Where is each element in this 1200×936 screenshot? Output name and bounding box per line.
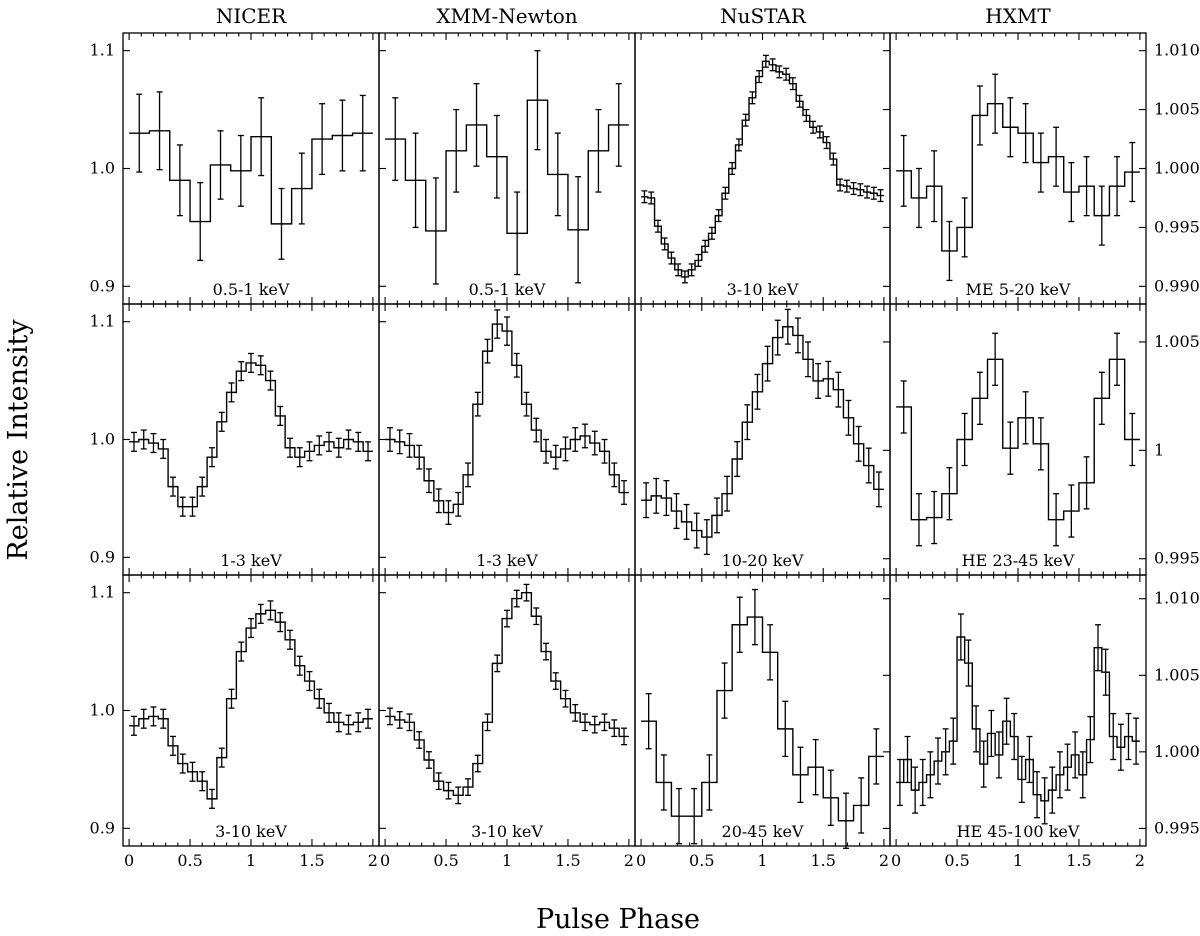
panel-hxmt-me-5-20-kev: ME 5-20 keV: [889, 32, 1147, 305]
x-tick-label: 1: [502, 851, 512, 870]
x-tick-label: 0.5: [433, 851, 458, 870]
panel-hxmt-he-45-100-kev-frame: [889, 574, 1147, 847]
panel-nustar-20-45-kev-profile-line: [641, 616, 884, 822]
panel-xmm-newton-1-3-kev-band-label: 1-3 keV: [476, 551, 538, 570]
right-y-tick-label: 1.010: [1154, 589, 1200, 608]
panel-xmm-newton-1-3-kev: 1-3 keV: [378, 303, 636, 576]
left-y-tick-label: 1.0: [90, 430, 115, 449]
right-y-tick-label: 1.000: [1154, 742, 1200, 761]
right-y-tick-label: 0.995: [1154, 549, 1200, 568]
right-y-tick-label: 0.990: [1154, 276, 1200, 295]
x-tick-label: 2: [1135, 851, 1145, 870]
panel-nicer-3-10-kev-band-label: 3-10 keV: [215, 822, 287, 841]
panel-nicer-0p5-1-kev-band-label: 0.5-1 keV: [213, 280, 290, 299]
panel-nicer-1-3-kev: 1-3 keV: [122, 303, 380, 576]
panel-nicer-3-10-kev: 3-10 keV: [122, 574, 380, 847]
panel-grid: 0.5-1 keV 0.5-1 keV 3-10 keV ME 5-20 keV 1-3…: [90, 32, 1200, 870]
x-tick-label: 1: [1013, 851, 1023, 870]
left-y-tick-label: 0.9: [90, 547, 115, 566]
x-axis-label: Pulse Phase: [536, 904, 700, 935]
panel-nustar-10-20-kev: 10-20 keV: [634, 303, 891, 576]
right-y-tick-label: 1.005: [1154, 332, 1200, 351]
panel-nustar-3-10-kev-profile-line: [641, 60, 884, 278]
panel-xmm-newton-1-3-kev-profile-line: [385, 323, 629, 514]
panel-xmm-newton-0p5-1-kev: 0.5-1 keV: [378, 32, 636, 305]
panel-hxmt-he-23-45-kev-band-label: HE 23-45 keV: [962, 551, 1075, 570]
x-tick-label: 1.5: [299, 851, 324, 870]
panel-hxmt-me-5-20-kev-frame: [889, 32, 1147, 305]
panel-hxmt-me-5-20-kev-profile-line: [896, 103, 1140, 252]
right-y-tick-label: 1: [1154, 440, 1164, 459]
x-tick-label: 1.5: [810, 851, 835, 870]
left-y-tick-label: 1.0: [90, 159, 115, 178]
x-tick-label: 0.5: [177, 851, 202, 870]
x-tick-label: 2: [368, 851, 378, 870]
x-tick-label: 2: [624, 851, 634, 870]
column-title-hxmt: HXMT: [985, 4, 1051, 28]
panel-xmm-newton-0p5-1-kev-profile-line: [385, 99, 629, 234]
panel-nustar-20-45-kev-frame: [634, 574, 891, 847]
left-y-tick-label: 0.9: [90, 276, 115, 295]
panel-nustar-10-20-kev-profile-line: [641, 326, 884, 538]
x-tick-label: 0.5: [944, 851, 969, 870]
x-tick-label: 2: [879, 851, 889, 870]
panel-hxmt-he-45-100-kev-band-label: HE 45-100 keV: [957, 822, 1080, 841]
column-title-xmm-newton: XMM-Newton: [436, 4, 577, 28]
panel-nustar-20-45-kev: 20-45 keV: [634, 574, 891, 849]
left-y-tick-label: 0.9: [90, 818, 115, 837]
panel-nicer-1-3-kev-band-label: 1-3 keV: [220, 551, 282, 570]
x-tick-label: 0: [891, 851, 901, 870]
panel-hxmt-he-45-100-kev: HE 45-100 keV: [889, 574, 1147, 847]
x-tick-label: 1.5: [1066, 851, 1091, 870]
panel-xmm-newton-3-10-kev: 3-10 keV: [378, 574, 636, 847]
x-tick-label: 0: [380, 851, 390, 870]
panel-nicer-3-10-kev-frame: [122, 574, 380, 847]
panel-hxmt-me-5-20-kev-band-label: ME 5-20 keV: [966, 280, 1071, 299]
right-y-tick-label: 0.995: [1154, 818, 1200, 837]
x-tick-label: 0: [636, 851, 646, 870]
panel-hxmt-he-23-45-kev: HE 23-45 keV: [889, 303, 1147, 576]
panel-nustar-3-10-kev: 3-10 keV: [634, 32, 891, 305]
panel-xmm-newton-3-10-kev-band-label: 3-10 keV: [471, 822, 543, 841]
panel-nustar-3-10-kev-band-label: 3-10 keV: [727, 280, 799, 299]
left-y-tick-label: 1.0: [90, 701, 115, 720]
x-tick-label: 0.5: [689, 851, 714, 870]
right-y-tick-label: 0.995: [1154, 217, 1200, 236]
panel-nicer-3-10-kev-profile-line: [129, 609, 373, 800]
x-tick-label: 1.5: [555, 851, 580, 870]
left-y-tick-label: 1.1: [90, 583, 115, 602]
left-y-tick-label: 1.1: [90, 41, 115, 60]
column-title-nustar: NuSTAR: [720, 4, 807, 28]
panel-nustar-10-20-kev-band-label: 10-20 keV: [722, 551, 804, 570]
panel-nustar-20-45-kev-band-label: 20-45 keV: [722, 822, 804, 841]
left-y-tick-label: 1.1: [90, 312, 115, 331]
right-y-tick-label: 1.010: [1154, 41, 1200, 60]
x-tick-label: 1: [246, 851, 256, 870]
panel-nicer-0p5-1-kev-profile-line: [129, 130, 373, 225]
panel-nicer-1-3-kev-profile-line: [129, 362, 373, 508]
panel-hxmt-he-45-100-kev-profile-line: [896, 636, 1140, 802]
panel-hxmt-he-23-45-kev-profile-line: [896, 358, 1140, 521]
column-title-nicer: NICER: [216, 4, 287, 28]
right-y-tick-label: 1.005: [1154, 665, 1200, 684]
x-tick-label: 1: [757, 851, 767, 870]
right-y-tick-label: 1.000: [1154, 159, 1200, 178]
x-tick-label: 0: [124, 851, 134, 870]
panel-xmm-newton-0p5-1-kev-band-label: 0.5-1 keV: [469, 280, 546, 299]
panel-nustar-10-20-kev-frame: [634, 303, 891, 576]
panel-nicer-0p5-1-kev: 0.5-1 keV: [122, 32, 380, 305]
right-y-tick-label: 1.005: [1154, 100, 1200, 119]
y-axis-label: Relative Intensity: [3, 319, 34, 561]
